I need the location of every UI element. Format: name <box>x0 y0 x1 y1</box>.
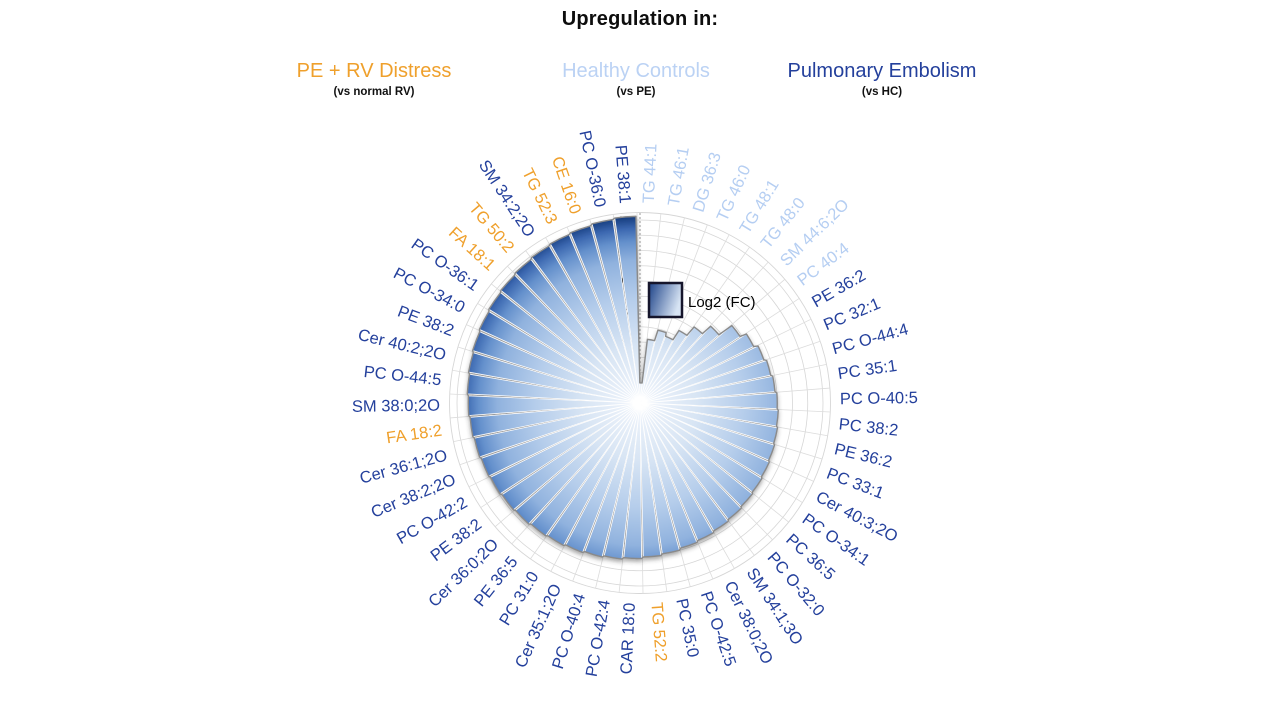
sector-label-fa-18-2: FA 18:2 <box>385 422 443 448</box>
sector-label-car-18-0: CAR 18:0 <box>618 602 639 674</box>
sector-label-pc-38-2: PC 38:2 <box>838 415 899 439</box>
grid-ring <box>456 219 824 587</box>
group-header-pe-rv-distress: PE + RV Distress (vs normal RV) <box>214 60 534 98</box>
sector-label-tg-46-1: TG 46:1 <box>665 146 693 208</box>
sector-label-pc-o-44-5: PC O-44:5 <box>363 363 442 389</box>
group-label: Healthy Controls <box>562 60 710 82</box>
legend[interactable]: Log2 (FC) <box>647 281 756 319</box>
group-header-healthy-controls: Healthy Controls (vs PE) <box>476 60 796 98</box>
grid-outer-ring <box>449 212 831 594</box>
group-header-pulmonary-embolism: Pulmonary Embolism (vs HC) <box>722 60 1042 98</box>
rose-outline <box>466 215 779 560</box>
sector-label-pc-35-1: PC 35:1 <box>837 357 899 383</box>
sector-label-pc-35-0: PC 35:0 <box>672 597 702 659</box>
rose-fill: PE 38:1: 1.31TG 44:1: -1.42TG 46:1: -0.7… <box>466 215 779 560</box>
sector-label-sm-38-0-2o: SM 38:0;2O <box>352 396 440 415</box>
group-subtitle: (vs normal RV) <box>333 86 415 98</box>
legend-gradient-swatch[interactable] <box>647 281 684 319</box>
group-subtitle: (vs PE) <box>616 86 656 98</box>
legend-label: Log2 (FC) <box>688 294 756 311</box>
sector-label-tg-44-1: TG 44:1 <box>640 143 661 203</box>
sector-label-tg-52-2: TG 52:2 <box>647 602 670 663</box>
figure-title: Upregulation in: <box>561 8 719 30</box>
group-label: Pulmonary Embolism <box>787 60 977 82</box>
sector-label-pc-o-40-5: PC O-40:5 <box>840 389 918 408</box>
group-subtitle: (vs HC) <box>861 86 903 98</box>
group-label: PE + RV Distress <box>296 60 452 82</box>
sector-label-pe-36-2: PE 36:2 <box>833 440 894 471</box>
sector-label-pc-o-42-4: PC O-42:4 <box>583 598 614 678</box>
sector-label-pe-38-1: PE 38:1 <box>611 144 634 204</box>
